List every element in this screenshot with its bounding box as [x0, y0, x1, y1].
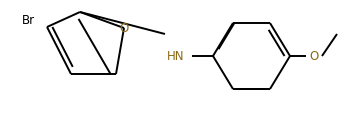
Text: HN: HN: [167, 49, 185, 62]
Text: O: O: [119, 21, 128, 34]
Text: Br: Br: [21, 15, 34, 28]
Text: O: O: [309, 49, 319, 62]
